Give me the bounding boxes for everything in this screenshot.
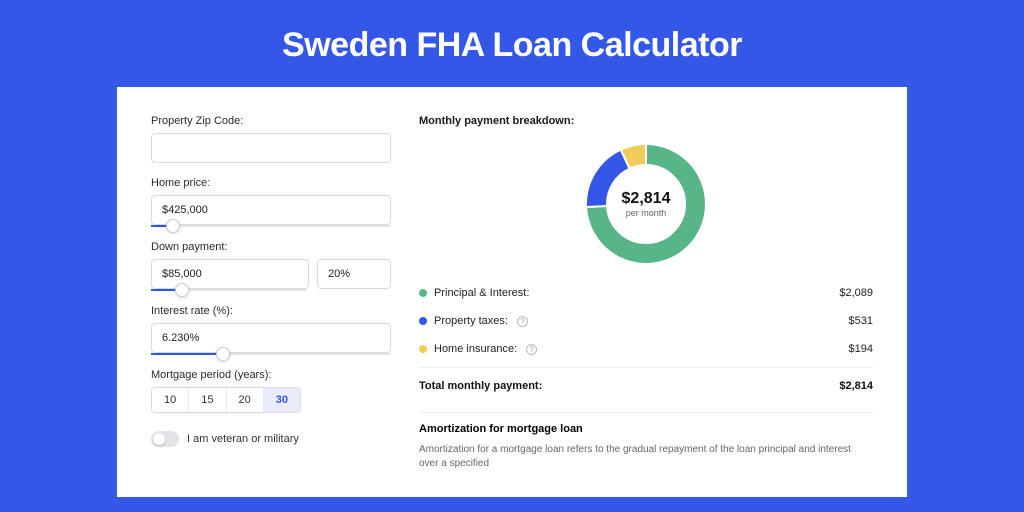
breakdown-title: Monthly payment breakdown: [419,115,873,127]
mortgage-period-segment: 10152030 [151,387,301,413]
info-icon[interactable]: ? [517,316,528,327]
total-row: Total monthly payment: $2,814 [419,372,873,408]
legend-value: $194 [849,343,873,355]
amort-text: Amortization for a mortgage loan refers … [419,443,873,471]
zip-input[interactable] [151,133,391,163]
home-price-label: Home price: [151,177,391,189]
mortgage-period-block: Mortgage period (years): 10152030 [151,369,391,413]
info-icon[interactable]: ? [526,344,537,355]
down-payment-slider[interactable] [151,289,307,291]
legend: Principal & Interest: $2,089 Property taxe… [419,279,873,363]
calculator-card: Property Zip Code: Home price: Down paym… [117,87,907,497]
legend-label: Property taxes: [434,315,508,327]
amort-title: Amortization for mortgage loan [419,423,873,435]
slider-thumb[interactable] [175,283,189,297]
legend-row-tax: Property taxes:? $531 [419,307,873,335]
donut-amount: $2,814 [622,190,671,208]
total-value: $2,814 [839,380,873,392]
home-price-slider[interactable] [151,225,391,227]
legend-value: $531 [849,315,873,327]
zip-label: Property Zip Code: [151,115,391,127]
down-payment-block: Down payment: [151,241,391,291]
down-payment-pct-input[interactable] [317,259,391,289]
down-payment-input[interactable] [151,259,309,289]
legend-row-pi: Principal & Interest: $2,089 [419,279,873,307]
interest-rate-slider[interactable] [151,353,391,355]
legend-row-ins: Home insurance:? $194 [419,335,873,363]
total-label: Total monthly payment: [419,380,542,392]
donut-container: $2,814 per month [419,137,873,279]
donut-sub: per month [626,208,667,218]
interest-rate-label: Interest rate (%): [151,305,391,317]
veteran-label: I am veteran or military [187,433,299,445]
home-price-block: Home price: [151,177,391,227]
donut-chart: $2,814 per month [585,143,707,265]
legend-dot-icon [419,317,427,325]
interest-rate-input[interactable] [151,323,391,353]
legend-label: Principal & Interest: [434,287,529,299]
legend-label: Home insurance: [434,343,517,355]
mortgage-period-label: Mortgage period (years): [151,369,391,381]
slider-thumb[interactable] [216,347,230,361]
breakdown-column: Monthly payment breakdown: $2,814 per mo… [419,115,873,487]
interest-rate-block: Interest rate (%): [151,305,391,355]
page-title: Sweden FHA Loan Calculator [0,0,1024,87]
legend-value: $2,089 [839,287,873,299]
home-price-input[interactable] [151,195,391,225]
slider-thumb[interactable] [166,219,180,233]
period-option-10[interactable]: 10 [152,388,189,412]
divider [419,412,873,413]
zip-field-block: Property Zip Code: [151,115,391,163]
donut-center: $2,814 per month [607,165,685,243]
legend-dot-icon [419,345,427,353]
period-option-20[interactable]: 20 [227,388,264,412]
down-payment-label: Down payment: [151,241,391,253]
veteran-toggle-row: I am veteran or military [151,431,391,447]
period-option-15[interactable]: 15 [189,388,226,412]
calculator-card-wrap: Property Zip Code: Home price: Down paym… [117,87,907,497]
form-column: Property Zip Code: Home price: Down paym… [151,115,391,487]
period-option-30[interactable]: 30 [264,388,300,412]
divider [419,367,873,368]
veteran-toggle[interactable] [151,431,179,447]
legend-dot-icon [419,289,427,297]
